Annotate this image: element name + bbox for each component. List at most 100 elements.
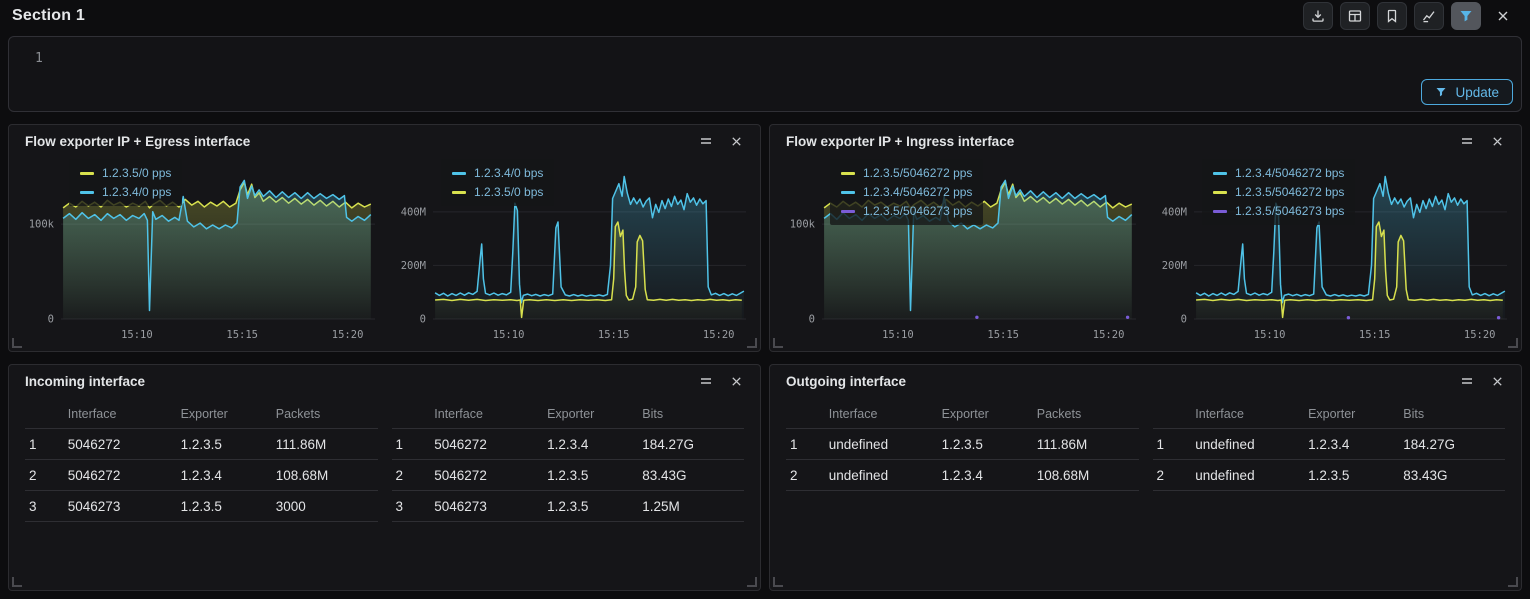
- line-chart-icon: [1421, 8, 1437, 24]
- bookmark-button[interactable]: [1377, 2, 1407, 30]
- svg-text:15:15: 15:15: [987, 329, 1019, 341]
- panel-close-button[interactable]: [724, 129, 748, 153]
- filter-button[interactable]: [1451, 2, 1481, 30]
- panel-menu-button[interactable]: [1455, 129, 1479, 153]
- legend-swatch: [452, 171, 466, 175]
- table-cell: 108.68M: [1032, 459, 1139, 491]
- panel-grid: Flow exporter IP + Egress interface 0 100…: [0, 124, 1530, 599]
- legend-item[interactable]: 1.2.3.4/5046272 pps: [841, 185, 972, 199]
- panel-flow-ingress: Flow exporter IP + Ingress interface 0 10…: [769, 124, 1522, 352]
- resize-handle-bottom-left[interactable]: [773, 577, 783, 587]
- close-button[interactable]: [1488, 2, 1518, 30]
- legend-swatch: [841, 171, 855, 175]
- svg-text:15:10: 15:10: [882, 329, 914, 341]
- bookmark-icon: [1384, 8, 1400, 24]
- update-button[interactable]: Update: [1421, 79, 1513, 105]
- svg-text:15:20: 15:20: [1093, 329, 1125, 341]
- resize-handle-bottom-left[interactable]: [12, 577, 22, 587]
- legend-swatch: [841, 209, 855, 213]
- table-cell: 3000: [271, 490, 378, 522]
- chart-legend: 1.2.3.4/5046272 bps 1.2.3.5/5046272 bps 1.…: [1202, 159, 1356, 225]
- legend-item[interactable]: 1.2.3.5/5046273 bps: [1213, 204, 1344, 218]
- chart-ingress-pps[interactable]: 0 100k 15:10 15:15 15:20 1.2.3.5/5046272 pps 1…: [774, 157, 1146, 347]
- panel-title: Outgoing interface: [786, 373, 907, 389]
- svg-text:0: 0: [48, 314, 54, 326]
- table-cell: 1.2.3.5: [543, 490, 639, 522]
- column-header: Exporter: [1308, 407, 1356, 421]
- svg-text:15:15: 15:15: [1359, 329, 1391, 341]
- panel-menu-button[interactable]: [1455, 369, 1479, 393]
- table-row: 1 5046272 1.2.3.5 111.86M: [25, 428, 378, 460]
- svg-text:0: 0: [1181, 314, 1187, 326]
- resize-handle-bottom-left[interactable]: [12, 338, 22, 348]
- legend-label: 1.2.3.4/5046272 bps: [1235, 166, 1345, 180]
- table-cell: 2: [25, 459, 64, 491]
- panel-close-button[interactable]: [1485, 129, 1509, 153]
- data-table: Interface Exporter Packets 1 5046272 1.2.3.5 1…: [25, 399, 378, 522]
- update-button-label: Update: [1455, 84, 1499, 100]
- download-button[interactable]: [1303, 2, 1333, 30]
- legend-item[interactable]: 1.2.3.4/0 bps: [452, 166, 543, 180]
- panel-incoming-interface: Incoming interface Interface Exporter Pack…: [8, 364, 761, 591]
- table-cell: 1.2.3.5: [176, 428, 272, 460]
- resize-handle-bottom-left[interactable]: [773, 338, 783, 348]
- menu-icon: [701, 378, 711, 384]
- legend-label: 1.2.3.5/5046273 bps: [1235, 204, 1345, 218]
- chart-egress-bps[interactable]: 0 200M 400M 15:10 15:15 15:20 1.2.3.4/0 bps 1.2…: [385, 157, 756, 347]
- resize-handle-bottom-right[interactable]: [747, 577, 757, 587]
- legend-swatch: [1213, 209, 1227, 213]
- menu-icon: [1462, 138, 1472, 144]
- column-header: [786, 399, 825, 429]
- panel-menu-button[interactable]: [694, 129, 718, 153]
- legend-label: 1.2.3.5/0 bps: [474, 185, 544, 199]
- menu-icon: [701, 138, 711, 144]
- svg-text:15:10: 15:10: [493, 329, 525, 341]
- table-cell: 1: [391, 428, 431, 460]
- query-editor[interactable]: 1 Update: [8, 36, 1522, 112]
- chart-canvas[interactable]: 0 200M 400M 15:10 15:15 15:20: [385, 157, 756, 347]
- column-header: Interface: [1195, 407, 1244, 421]
- table-cell: 111.86M: [271, 428, 378, 460]
- panel-menu-button[interactable]: [694, 369, 718, 393]
- column-header: Bits: [1403, 407, 1425, 421]
- table-icon: [1347, 8, 1363, 24]
- column-header: [392, 399, 431, 429]
- table-cell: 1.2.3.5: [543, 459, 639, 491]
- toolbar: [1303, 2, 1518, 30]
- panel-title: Flow exporter IP + Ingress interface: [786, 133, 1015, 149]
- table-cell: 1.2.3.4: [1304, 428, 1400, 460]
- resize-handle-bottom-right[interactable]: [1508, 338, 1518, 348]
- legend-item[interactable]: 1.2.3.5/0 bps: [452, 185, 543, 199]
- legend-item[interactable]: 1.2.3.5/5046272 pps: [841, 166, 972, 180]
- svg-text:15:20: 15:20: [1464, 329, 1496, 341]
- svg-text:0: 0: [809, 314, 815, 326]
- line-chart-button[interactable]: [1414, 2, 1444, 30]
- svg-text:200M: 200M: [1162, 260, 1187, 272]
- chart-egress-pps[interactable]: 0 100k 15:10 15:15 15:20 1.2.3.5/0 pps 1.2.3.4…: [13, 157, 385, 347]
- download-icon: [1310, 8, 1326, 24]
- legend-label: 1.2.3.5/0 pps: [102, 166, 172, 180]
- legend-item[interactable]: 1.2.3.5/5046272 bps: [1213, 185, 1344, 199]
- legend-label: 1.2.3.5/5046273 pps: [863, 204, 973, 218]
- legend-label: 1.2.3.4/0 pps: [102, 185, 172, 199]
- column-header: Exporter: [941, 407, 989, 421]
- chart-ingress-bps[interactable]: 0 200M 400M 15:10 15:15 15:20 1.2.3.4/5046272 …: [1146, 157, 1517, 347]
- panel-close-button[interactable]: [724, 369, 748, 393]
- legend-item[interactable]: 1.2.3.4/5046272 bps: [1213, 166, 1344, 180]
- table-cell: 5046273: [63, 490, 177, 522]
- chart-canvas[interactable]: 0 100k 15:10 15:15 15:20: [13, 157, 385, 347]
- chart-canvas[interactable]: 0 200M 400M 15:10 15:15 15:20: [1146, 157, 1517, 347]
- panel-close-button[interactable]: [1485, 369, 1509, 393]
- table-cell: 1: [1152, 428, 1192, 460]
- legend-item[interactable]: 1.2.3.5/5046273 pps: [841, 204, 972, 218]
- table-button[interactable]: [1340, 2, 1370, 30]
- outgoing-bits-table: Interface Exporter Bits 1 undefined 1.2.3.4 18…: [1152, 399, 1505, 491]
- panel-title: Incoming interface: [25, 373, 146, 389]
- legend-item[interactable]: 1.2.3.5/0 pps: [80, 166, 171, 180]
- legend-item[interactable]: 1.2.3.4/0 pps: [80, 185, 171, 199]
- table-cell: 3: [391, 490, 431, 522]
- top-bar: Section 1: [0, 0, 1530, 32]
- resize-handle-bottom-right[interactable]: [1508, 577, 1518, 587]
- panel-title: Flow exporter IP + Egress interface: [25, 133, 251, 149]
- resize-handle-bottom-right[interactable]: [747, 338, 757, 348]
